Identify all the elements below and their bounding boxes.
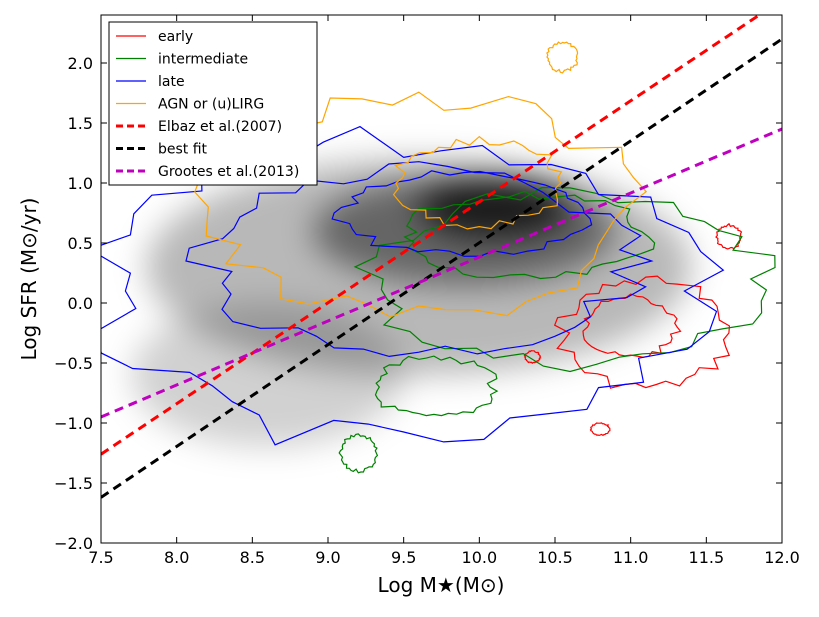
y-tick-label: 0.5 — [68, 234, 93, 253]
y-tick-label: −1.0 — [54, 414, 93, 433]
line-grootes-et-al-2013- — [101, 127, 782, 419]
contour-intermediate — [374, 355, 499, 417]
contour-late — [101, 125, 725, 446]
x-tick-label: 9.0 — [315, 548, 340, 567]
x-tick-label: 7.5 — [88, 548, 113, 567]
x-tick-label: 12.0 — [764, 548, 800, 567]
y-tick-label: 1.5 — [68, 114, 93, 133]
legend: early intermediate late AGN or (u)LIRG Elbaz… — [108, 21, 318, 186]
x-tick-label: 11.5 — [689, 548, 725, 567]
x-tick-label: 10.0 — [462, 548, 498, 567]
x-tick-label: 8.0 — [164, 548, 189, 567]
density-blob — [418, 177, 571, 237]
line-best-fit — [101, 37, 782, 499]
contour-early — [553, 275, 731, 389]
plot-frame — [100, 14, 783, 544]
contour-late — [185, 161, 654, 358]
legend-label: late — [158, 74, 185, 90]
contour-agn-or-u-lirg — [546, 41, 579, 74]
contour-agn-or-u-lirg — [194, 91, 648, 318]
density-blob — [131, 303, 404, 447]
contour-early — [589, 422, 611, 437]
legend-label: early — [158, 29, 193, 45]
y-tick-label: −1.5 — [54, 474, 93, 493]
contour-intermediate — [403, 190, 656, 280]
x-tick-label: 8.5 — [240, 548, 265, 567]
contour-intermediate — [338, 433, 379, 474]
y-tick-label: −2.0 — [54, 534, 93, 553]
contour-early — [715, 222, 743, 250]
x-tick-label: 11.0 — [613, 548, 649, 567]
contour-layer — [101, 41, 776, 474]
legend-label: intermediate — [158, 52, 248, 68]
x-axis-label: Log M★(M⊙) — [378, 573, 505, 597]
contour-agn-or-u-lirg — [392, 135, 563, 230]
y-tick-label: −0.5 — [54, 354, 93, 373]
contour-early — [582, 293, 682, 358]
y-axis-label: Log SFR (M⊙/yr) — [17, 198, 41, 361]
legend-label: best fit — [158, 142, 208, 158]
y-tick-label: 0.0 — [68, 294, 93, 313]
legend-label: AGN or (u)LIRG — [158, 97, 264, 113]
x-tick-label: 10.5 — [537, 548, 573, 567]
legend-label: Grootes et al.(2013) — [158, 164, 299, 180]
y-tick-label: 2.0 — [68, 54, 93, 73]
density-layer — [131, 159, 692, 447]
line-layer — [101, 15, 782, 499]
x-tick-label: 9.5 — [391, 548, 416, 567]
ticks-layer: 7.5 8.0 8.5 9.0 9.5 10.0 10.5 11.0 11.5 12.0 −2.0 −… — [54, 15, 800, 567]
contour-late — [331, 170, 593, 257]
y-tick-label: 1.0 — [68, 174, 93, 193]
line-elbaz-et-al-2007- — [101, 15, 761, 456]
legend-label: Elbaz et al.(2007) — [158, 119, 282, 135]
